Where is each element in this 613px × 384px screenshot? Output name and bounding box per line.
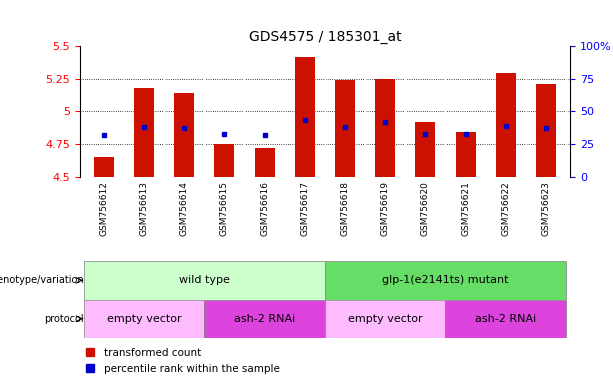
Bar	[335, 80, 355, 177]
Text: GSM756614: GSM756614	[180, 181, 189, 236]
Text: protocol: protocol	[44, 314, 84, 324]
Bar	[295, 56, 315, 177]
Bar	[254, 148, 275, 177]
Bar	[174, 93, 194, 177]
Bar	[496, 73, 516, 177]
Bar	[455, 132, 476, 177]
Bar	[215, 144, 234, 177]
Text: GSM756613: GSM756613	[140, 181, 148, 236]
Bar	[325, 261, 566, 300]
Bar	[94, 157, 114, 177]
Legend: transformed count, percentile rank within the sample: transformed count, percentile rank withi…	[85, 348, 280, 374]
Text: GSM756615: GSM756615	[220, 181, 229, 236]
Bar	[325, 300, 446, 338]
Text: GSM756616: GSM756616	[260, 181, 269, 236]
Bar	[536, 84, 556, 177]
Bar	[375, 79, 395, 177]
Title: GDS4575 / 185301_at: GDS4575 / 185301_at	[249, 30, 401, 44]
Text: genotype/variation: genotype/variation	[0, 275, 84, 285]
Text: GSM756619: GSM756619	[381, 181, 390, 236]
Text: GSM756618: GSM756618	[340, 181, 349, 236]
Bar	[446, 300, 566, 338]
Bar	[416, 122, 435, 177]
Text: GSM756621: GSM756621	[461, 181, 470, 236]
Bar	[134, 88, 154, 177]
Text: GSM756620: GSM756620	[421, 181, 430, 236]
Text: glp-1(e2141ts) mutant: glp-1(e2141ts) mutant	[383, 275, 509, 285]
Bar	[204, 300, 325, 338]
Text: empty vector: empty vector	[107, 314, 181, 324]
Text: GSM756612: GSM756612	[99, 181, 109, 236]
Text: GSM756617: GSM756617	[300, 181, 310, 236]
Text: GSM756622: GSM756622	[501, 181, 510, 236]
Bar	[84, 261, 325, 300]
Text: empty vector: empty vector	[348, 314, 422, 324]
Text: wild type: wild type	[179, 275, 230, 285]
Text: GSM756623: GSM756623	[541, 181, 550, 236]
Bar	[84, 300, 204, 338]
Text: ash-2 RNAi: ash-2 RNAi	[234, 314, 295, 324]
Text: ash-2 RNAi: ash-2 RNAi	[475, 314, 536, 324]
